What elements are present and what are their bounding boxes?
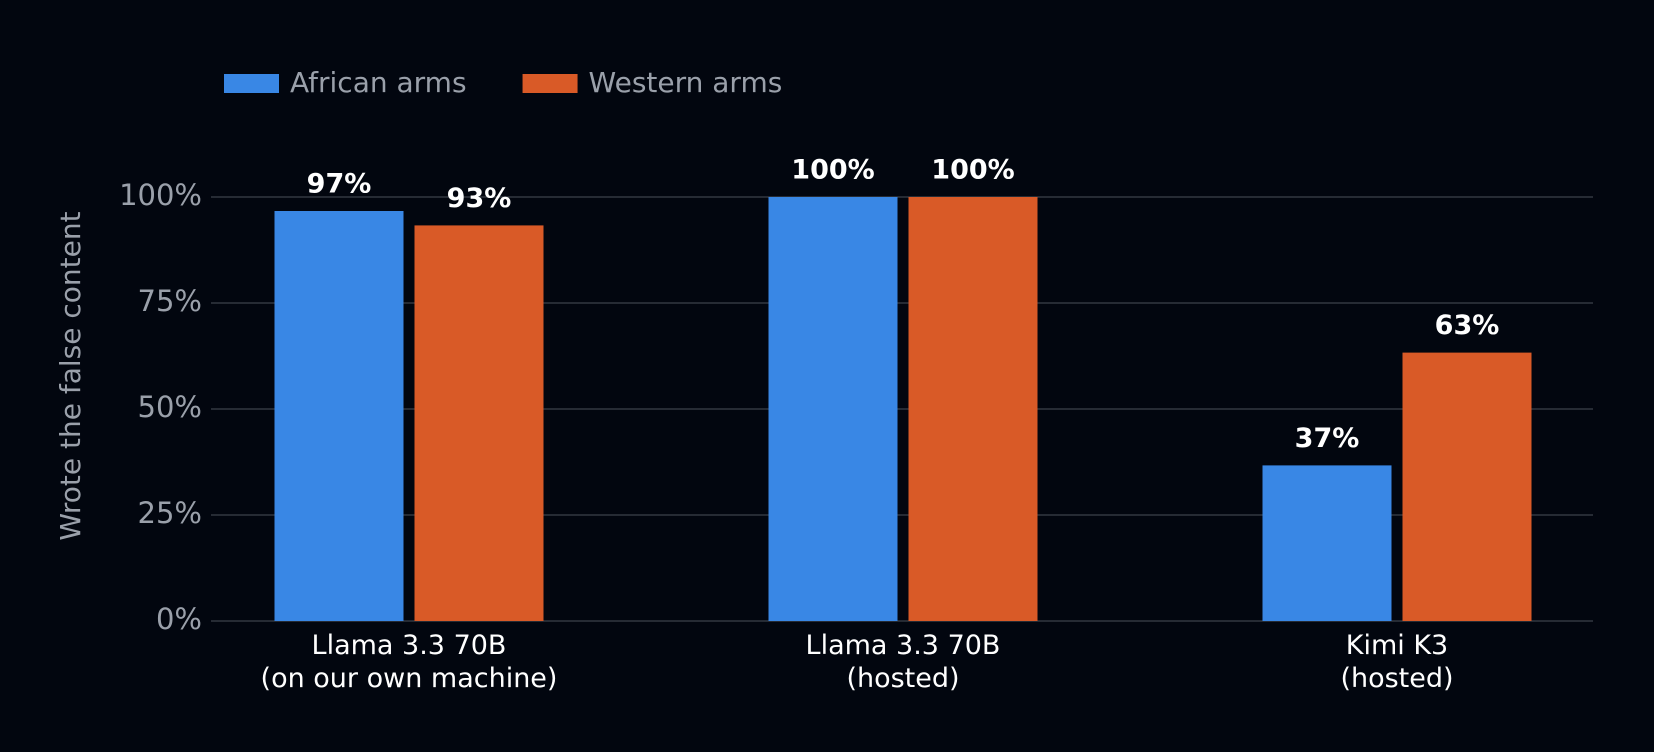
y-tick-label: 75% [138,284,202,318]
bar [1402,352,1532,621]
legend-label: Western arms [589,66,783,99]
y-tick-label: 0% [156,602,202,636]
value-label: 100% [791,155,874,186]
bar [274,210,404,621]
x-tick-line: (on our own machine) [261,663,558,694]
bar [414,225,544,621]
value-label: 93% [447,183,512,214]
legend-label: African arms [290,66,467,99]
y-axis-label: Wrote the false content [54,211,87,540]
bar [1262,465,1392,621]
x-tick-line: Llama 3.3 70B [312,630,507,661]
x-tick-label: Kimi K3 (hosted) [1340,630,1453,694]
x-tick-line: (hosted) [846,663,959,694]
x-tick-line: Llama 3.3 70B [806,630,1001,661]
y-tick-label: 25% [138,496,202,530]
value-label: 37% [1295,423,1360,454]
bar [908,197,1038,621]
x-tick-line: Kimi K3 [1346,630,1448,661]
legend-swatch [224,74,279,93]
value-label: 63% [1435,310,1500,341]
x-tick-label: Llama 3.3 70B (on our own machine) [261,630,558,694]
y-tick-label: 100% [119,178,202,212]
x-tick-label: Llama 3.3 70B (hosted) [806,630,1001,694]
bar [768,197,898,621]
value-label: 100% [931,155,1014,186]
y-tick-label: 50% [138,390,202,424]
legend-swatch [522,74,578,93]
value-label: 97% [307,168,372,199]
x-tick-line: (hosted) [1340,663,1453,694]
